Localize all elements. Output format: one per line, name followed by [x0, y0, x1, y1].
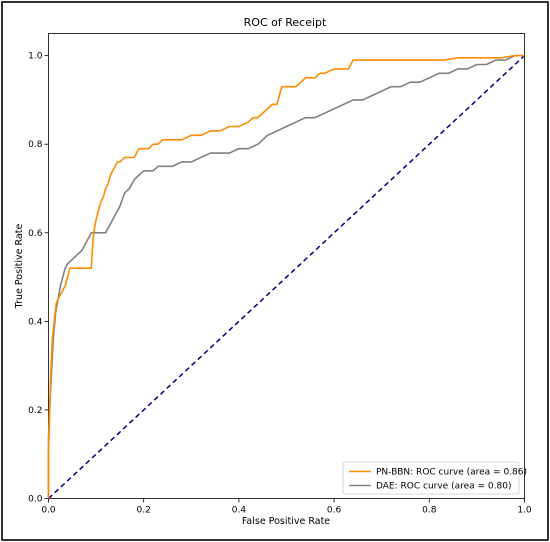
x-axis-label: False Positive Rate: [242, 516, 330, 527]
y-tick-label: 0.8: [28, 140, 43, 150]
series-layer: [47, 54, 526, 500]
x-tick-label: 1.0: [517, 506, 532, 516]
x-axis-ticks: 0.0 0.2 0.4 0.6 0.8 1.0: [41, 498, 532, 516]
y-tick-label: 0.2: [28, 406, 42, 416]
legend-label-dae: DAE: ROC curve (area = 0.80): [376, 482, 511, 492]
chart-title: ROC of Receipt: [244, 16, 327, 29]
legend-label-pn-bbn: PN-BBN: ROC curve (area = 0.86): [376, 468, 527, 478]
dae-roc-line: [47, 54, 525, 499]
y-tick-label: 0.0: [28, 495, 43, 505]
pn-bbn-roc-line: [47, 54, 525, 499]
x-tick-label: 0.2: [137, 506, 151, 516]
chance-diagonal-line: [47, 55, 526, 500]
legend: PN-BBN: ROC curve (area = 0.86) DAE: ROC…: [342, 461, 527, 495]
y-tick-label: 0.4: [28, 317, 43, 327]
x-tick-label: 0.0: [41, 506, 56, 516]
plot-area: [48, 33, 525, 499]
y-axis-ticks: 0.0 0.2 0.4 0.6 0.8 1.0: [28, 52, 49, 505]
legend-frame: [342, 461, 520, 495]
y-tick-label: 0.6: [28, 229, 43, 239]
x-tick-label: 0.6: [327, 506, 342, 516]
x-tick-label: 0.4: [232, 506, 247, 516]
y-axis-label: True Positive Rate: [14, 224, 25, 310]
x-tick-label: 0.8: [422, 506, 437, 516]
y-tick-label: 1.0: [28, 52, 43, 62]
